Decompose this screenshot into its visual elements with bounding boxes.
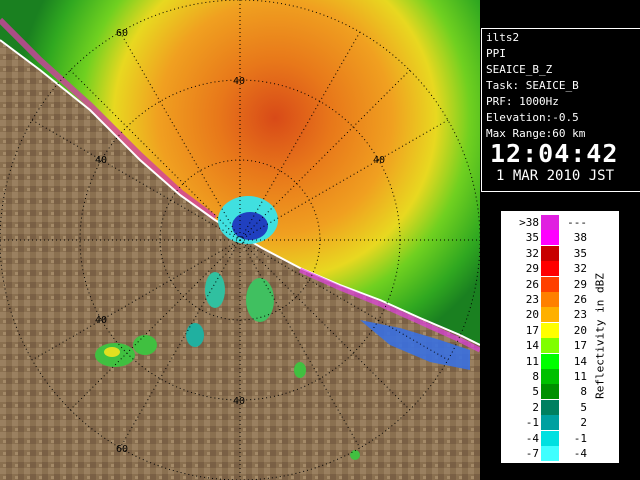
legend-row: 35 38 [501,230,587,246]
legend-color-swatch [541,446,559,461]
legend-color-swatch [541,384,559,400]
legend-max-value: 32 [573,262,587,276]
legend-max-value: -4 [573,447,587,460]
ring-label: 40 [233,76,245,87]
coastline-echo-east [298,267,480,353]
site-name: ilts2 [486,31,520,44]
ring-label: 40 [233,396,245,407]
radar-ppi-display: 40 40 40 40 40 60 60 [0,0,480,480]
legend-max-value: 26 [573,293,587,306]
legend-row: 29 32 [501,261,587,277]
legend-color-swatch [541,415,559,431]
coastal-blue-echo [360,320,470,370]
legend-min-value: >38 [519,216,539,229]
scan-time: 12:04:42 [490,139,619,168]
max-range-value: Max Range:60 km [486,127,586,140]
land-echo-cells [95,272,360,460]
legend-color-swatch [541,230,559,246]
ring-label: 60 [116,28,128,39]
legend-max-value: 29 [573,277,587,291]
legend-title: Reflectivity in dBZ [593,273,607,399]
legend-min-value: 11 [525,354,539,368]
radar-site-core [232,212,268,240]
legend-min-value: -1 [525,416,539,430]
legend-color-swatch [541,215,559,230]
legend-color-swatch [541,369,559,384]
legend-min-value: 20 [525,308,539,322]
legend-min-value: 32 [525,246,539,260]
radar-info-panel: ilts2 PPI SEAICE_B_Z Task: SEAICE_B PRF:… [481,28,640,192]
legend-max-value: 14 [573,354,587,368]
legend-min-value: -7 [525,447,539,460]
legend-color-swatch [541,307,559,323]
legend-row: >38 --- [501,215,587,230]
legend-min-value: 35 [525,231,539,245]
legend-color-swatch [541,322,559,338]
elevation-value: Elevation:-0.5 [486,111,579,124]
legend-max-value: 5 [580,400,587,414]
legend-color-swatch [541,245,559,261]
scan-mode: PPI [486,47,506,60]
legend-color-swatch [541,338,559,354]
legend-row: 8 11 [501,369,587,384]
legend-row: -4 -1 [501,430,587,446]
legend-row: 32 35 [501,245,587,261]
legend-row: -1 2 [501,415,587,431]
legend-max-value: 11 [573,370,587,383]
legend-row: 17 20 [501,322,587,338]
legend-min-value: 8 [532,370,539,383]
legend-color-swatch [541,399,559,415]
legend-min-value: 23 [525,293,539,306]
legend-min-value: 2 [532,400,539,414]
task-name: Task: SEAICE_B [486,79,579,92]
legend-max-value: -1 [573,431,587,445]
legend-row: 23 26 [501,292,587,307]
ring-label: 40 [95,315,107,326]
prf-value: PRF: 1000Hz [486,95,559,108]
legend-min-value: 29 [525,262,539,276]
legend-min-value: 5 [532,385,539,399]
legend-color-swatch [541,261,559,277]
product-name: SEAICE_B_Z [486,63,553,76]
legend-color-swatch [541,292,559,307]
legend-row: 26 29 [501,276,587,292]
legend-max-value: --- [567,216,587,229]
coastline-echo [0,17,217,221]
legend-max-value: 23 [573,308,587,322]
legend-max-value: 38 [573,231,587,245]
legend-min-value: -4 [525,431,539,445]
azimuth-lines [0,0,480,480]
legend-row: 11 14 [501,353,587,369]
legend-max-value: 2 [580,416,587,430]
ring-label: 40 [373,155,385,166]
legend-max-value: 20 [573,323,587,337]
scan-date: 1 MAR 2010 JST [496,168,615,184]
legend-row: 20 23 [501,307,587,323]
legend-max-value: 35 [573,246,587,260]
ring-label: 60 [116,444,128,455]
legend-min-value: 14 [525,339,539,353]
legend-max-value: 17 [573,339,587,353]
legend-min-value: 17 [525,323,539,337]
reflectivity-legend: >38 --- 35 38 32 35 29 32 26 29 23 26 20 23 17 20 14 17 11… [500,210,620,464]
legend-row: -7 -4 [501,446,587,461]
legend-color-swatch [541,353,559,369]
legend-row: 14 17 [501,338,587,354]
legend-color-swatch [541,430,559,446]
ring-label: 40 [95,155,107,166]
legend-min-value: 26 [525,277,539,291]
legend-max-value: 8 [580,385,587,399]
legend-color-swatch [541,276,559,292]
